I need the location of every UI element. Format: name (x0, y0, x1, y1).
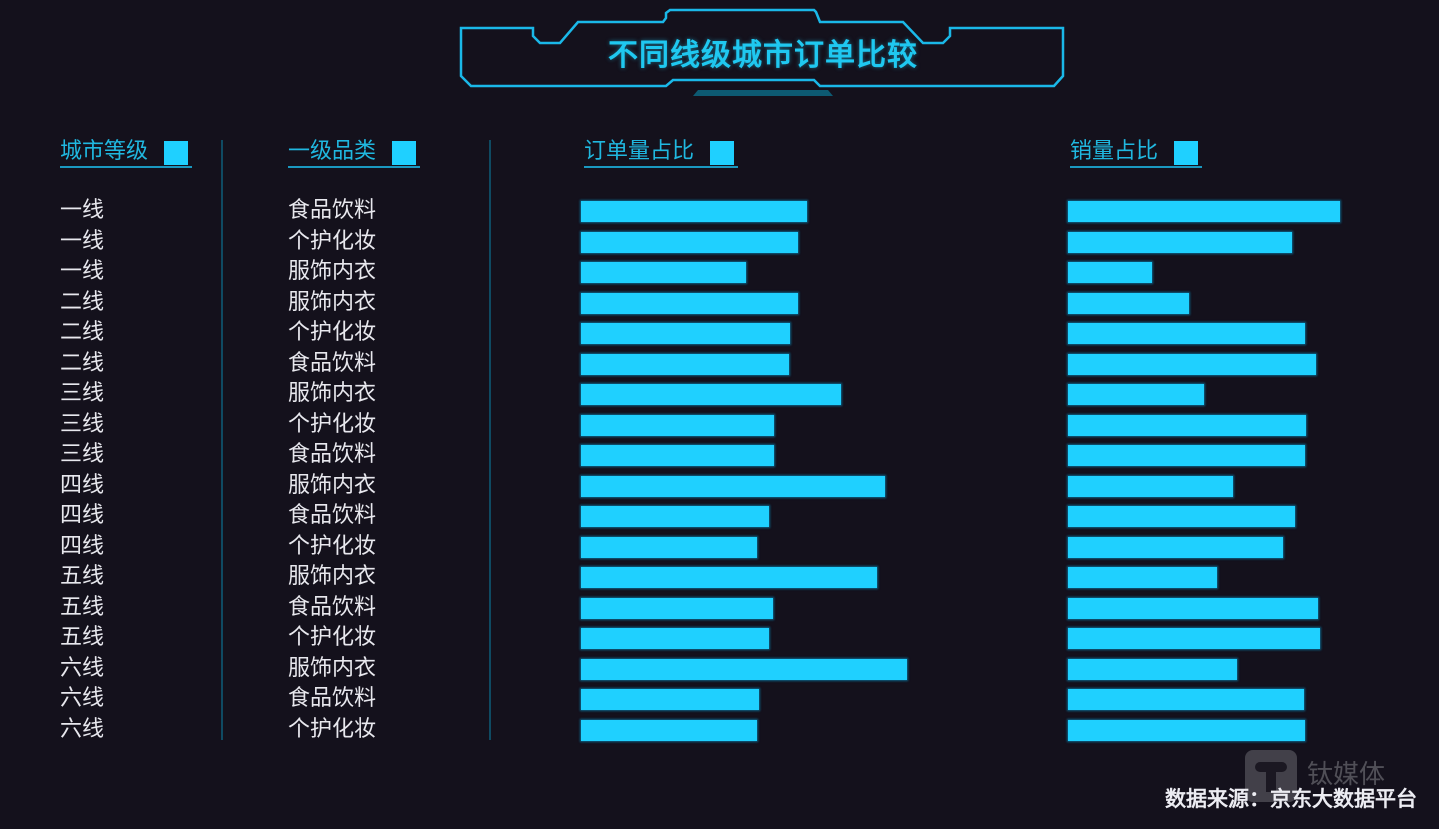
row-category: 食品饮料 (288, 442, 377, 467)
order-share-bar (581, 628, 769, 649)
header-category: 一级品类 (288, 138, 421, 168)
sales-share-bar (1068, 232, 1292, 253)
column-divider (489, 140, 491, 740)
row-city-tier: 二线 (60, 290, 105, 315)
header-sales-share: 销量占比 (1070, 138, 1203, 168)
order-share-bar (581, 476, 885, 497)
sales-share-bar (1068, 476, 1233, 497)
row-city-tier: 五线 (60, 595, 105, 620)
legend-swatch (392, 141, 417, 165)
header-order-share-label: 订单量占比 (584, 139, 695, 164)
order-share-bar (581, 384, 841, 405)
order-share-bar (581, 201, 807, 222)
watermark-logo-icon (1245, 750, 1297, 802)
sales-share-bar (1068, 598, 1318, 619)
row-city-tier: 四线 (60, 473, 105, 498)
order-share-bar (581, 415, 774, 436)
order-share-bar (581, 720, 757, 741)
row-category: 个护化妆 (288, 717, 377, 742)
row-category: 服饰内衣 (288, 381, 377, 406)
header-city-tier: 城市等级 (60, 138, 193, 168)
sales-share-bar (1068, 201, 1340, 222)
sales-share-bar (1068, 354, 1316, 375)
order-share-bar (581, 659, 907, 680)
header-category-label: 一级品类 (288, 139, 377, 164)
row-city-tier: 二线 (60, 351, 105, 376)
sales-share-bar (1068, 537, 1283, 558)
sales-share-bar (1068, 415, 1306, 436)
row-category: 服饰内衣 (288, 473, 377, 498)
order-share-bar (581, 689, 759, 710)
watermark: 钛媒体 (1245, 750, 1425, 810)
row-category: 服饰内衣 (288, 564, 377, 589)
row-city-tier: 一线 (60, 259, 105, 284)
title-frame-decoration (459, 8, 1065, 96)
row-city-tier: 六线 (60, 717, 105, 742)
row-city-tier: 三线 (60, 412, 105, 437)
row-category: 食品饮料 (288, 595, 377, 620)
order-share-bar (581, 598, 773, 619)
sales-share-bar (1068, 384, 1204, 405)
row-category: 个护化妆 (288, 625, 377, 650)
sales-share-bar (1068, 506, 1295, 527)
row-category: 食品饮料 (288, 198, 377, 223)
row-city-tier: 三线 (60, 442, 105, 467)
row-city-tier: 六线 (60, 686, 105, 711)
row-city-tier: 四线 (60, 534, 105, 559)
sales-share-bar (1068, 293, 1189, 314)
order-share-bar (581, 232, 798, 253)
sales-share-bar (1068, 445, 1305, 466)
row-category: 个护化妆 (288, 320, 377, 345)
sales-share-bar (1068, 262, 1152, 283)
order-share-bar (581, 445, 774, 466)
row-category: 个护化妆 (288, 534, 377, 559)
order-share-bar (581, 262, 746, 283)
row-category: 食品饮料 (288, 351, 377, 376)
row-city-tier: 二线 (60, 320, 105, 345)
sales-share-bar (1068, 689, 1304, 710)
order-share-bar (581, 506, 769, 527)
row-city-tier: 六线 (60, 656, 105, 681)
order-share-bar (581, 537, 757, 558)
sales-share-bar (1068, 659, 1237, 680)
row-city-tier: 一线 (60, 198, 105, 223)
row-category: 服饰内衣 (288, 656, 377, 681)
sales-share-bar (1068, 720, 1305, 741)
order-share-bar (581, 323, 790, 344)
header-sales-share-label: 销量占比 (1070, 139, 1159, 164)
row-category: 食品饮料 (288, 686, 377, 711)
column-divider (221, 140, 223, 740)
row-category: 服饰内衣 (288, 290, 377, 315)
row-city-tier: 三线 (60, 381, 105, 406)
row-city-tier: 四线 (60, 503, 105, 528)
order-share-bar (581, 354, 789, 375)
order-share-bar (581, 293, 798, 314)
data-source: 数据来源：京东大数据平台 (1165, 787, 1417, 811)
row-category: 食品饮料 (288, 503, 377, 528)
sales-share-bar (1068, 628, 1320, 649)
watermark-text: 钛媒体 (1307, 760, 1386, 790)
header-city-tier-label: 城市等级 (60, 139, 149, 164)
row-city-tier: 五线 (60, 564, 105, 589)
row-category: 个护化妆 (288, 229, 377, 254)
sales-share-bar (1068, 567, 1217, 588)
legend-swatch (710, 141, 735, 165)
row-category: 服饰内衣 (288, 259, 377, 284)
chart-title: 不同线级城市订单比较 (608, 38, 918, 73)
header-order-share: 订单量占比 (584, 138, 739, 168)
row-city-tier: 五线 (60, 625, 105, 650)
row-category: 个护化妆 (288, 412, 377, 437)
sales-share-bar (1068, 323, 1305, 344)
legend-swatch (1174, 141, 1199, 165)
order-share-bar (581, 567, 877, 588)
row-city-tier: 一线 (60, 229, 105, 254)
legend-swatch (164, 141, 189, 165)
